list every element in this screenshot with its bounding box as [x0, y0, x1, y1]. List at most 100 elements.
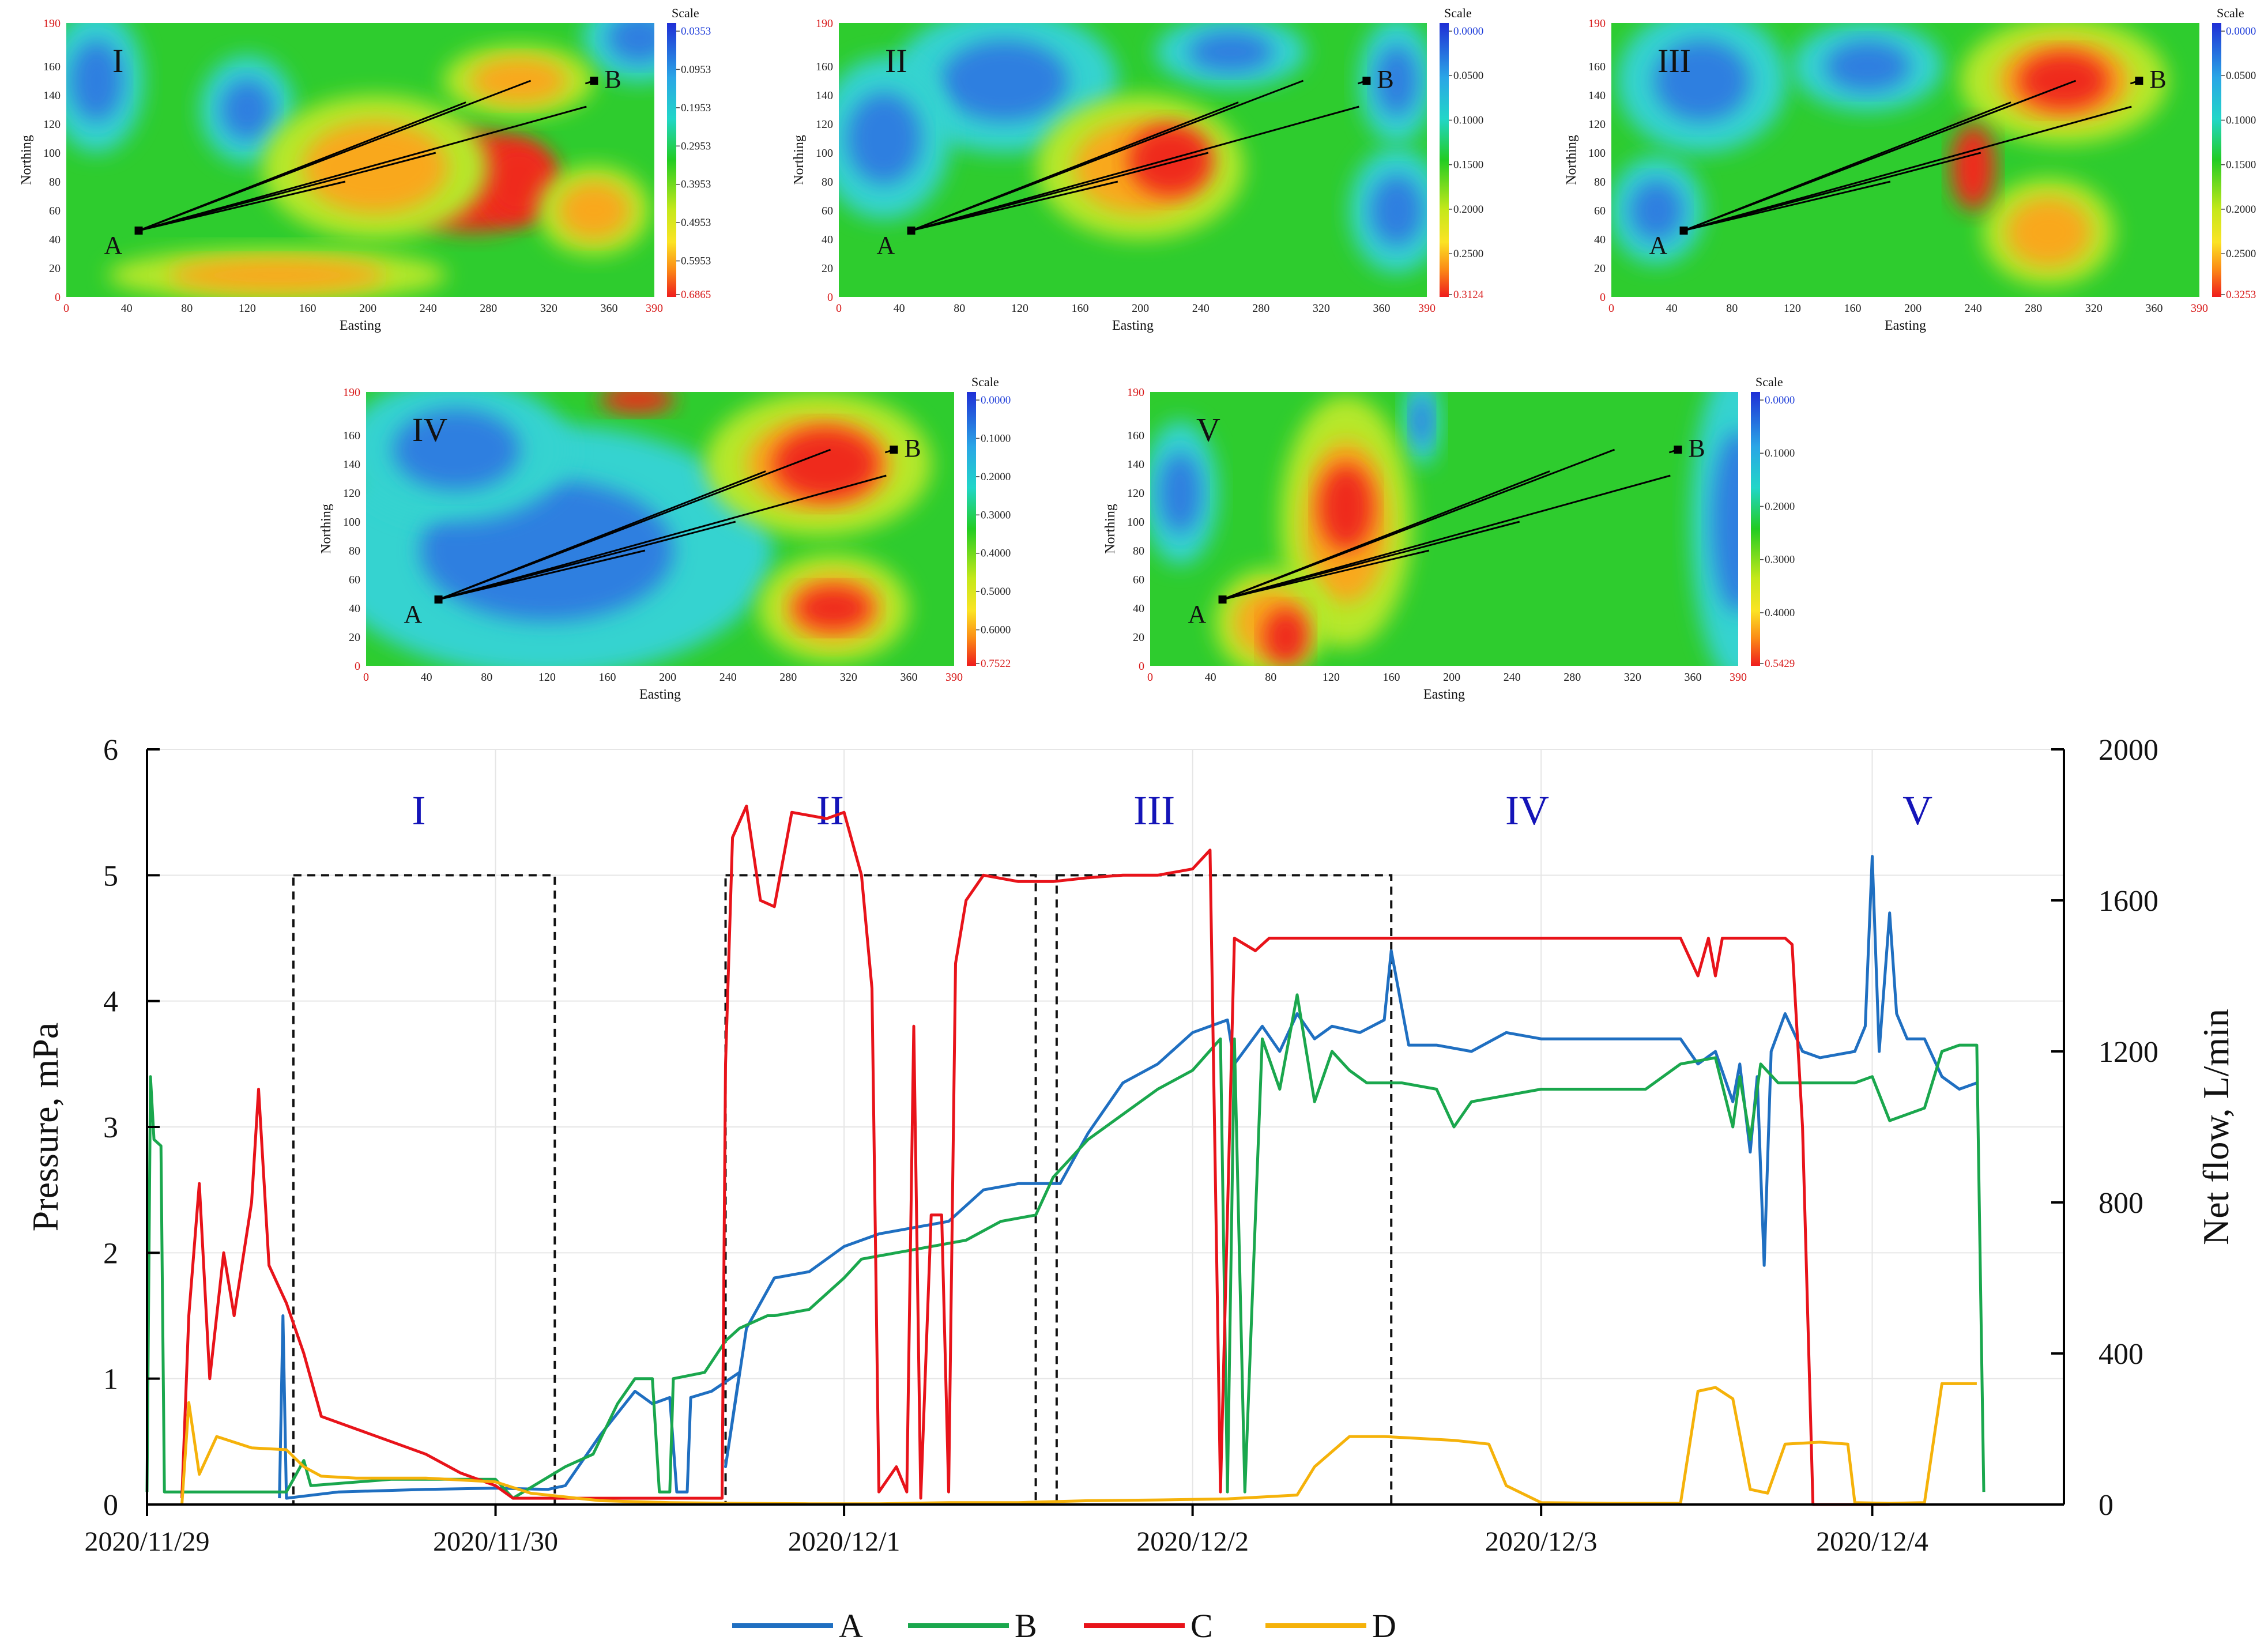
peak-zone	[796, 586, 872, 630]
color-scale-tick: 0.0000	[981, 394, 1011, 406]
color-scale-tick: 0.5429	[1765, 658, 1795, 670]
right-tick-label: 0	[2099, 1489, 2113, 1522]
color-scale-tick: 0.4000	[1765, 607, 1795, 619]
color-scale-bar	[2212, 23, 2221, 297]
right-tick-label: 1200	[2099, 1036, 2158, 1069]
map-x-tick: 120	[538, 671, 556, 684]
color-scale-tick: 0.6000	[981, 624, 1011, 636]
cold-zone	[1376, 45, 1418, 116]
map-y-tick: 140	[343, 458, 360, 471]
color-scale-tick: 0.3000	[1765, 554, 1795, 566]
map-x-tick: 390	[646, 302, 663, 315]
well-b-marker	[890, 446, 898, 454]
right-tick-label: 800	[2099, 1187, 2143, 1220]
map-y-tick: 190	[343, 386, 360, 399]
cold-zone	[70, 40, 123, 121]
map-x-tick: 240	[420, 302, 437, 315]
stage-label-II: II	[816, 787, 844, 834]
cold-zone	[1370, 175, 1423, 246]
map-x-tick: 80	[181, 302, 193, 315]
map-y-tick: 120	[1588, 118, 1606, 131]
label-b: B	[604, 65, 621, 93]
color-scale-tick: 0.2953	[681, 140, 711, 152]
hot-zone	[2006, 197, 2091, 267]
map-x-tick: 0	[1147, 671, 1153, 684]
map-x-tick: 80	[481, 671, 492, 684]
well-b-marker	[2135, 77, 2143, 85]
map-x-tick: 280	[1564, 671, 1581, 684]
map-y-tick: 120	[43, 118, 61, 131]
map-y-tick: 0	[1139, 660, 1144, 673]
map-x-tick: 120	[1323, 671, 1340, 684]
map-x-tick: 120	[239, 302, 256, 315]
map-y-tick: 60	[1594, 205, 1606, 217]
map-x-tick: 280	[779, 671, 797, 684]
map-y-tick: 80	[349, 545, 360, 557]
color-scale-tick: 0.1500	[1453, 159, 1483, 171]
series-line-B	[145, 993, 1986, 1500]
map-y-tick: 160	[343, 429, 360, 442]
color-scale-tick: 0.0500	[2226, 70, 2256, 82]
map-y-label: Northing	[1103, 504, 1118, 554]
map-y-tick: 120	[343, 487, 360, 500]
fracture-line	[1222, 521, 1520, 601]
label-a: A	[1188, 600, 1207, 628]
color-scale-tick: 0.5000	[981, 586, 1011, 598]
fracture-line	[911, 180, 1118, 232]
fracture-line	[1222, 470, 1550, 601]
map-y-tick: 100	[1588, 147, 1606, 160]
map-x-tick: 320	[1313, 302, 1330, 315]
map-x-tick: 160	[598, 671, 616, 684]
peak-zone	[1318, 464, 1374, 550]
fracture-line	[438, 549, 646, 601]
stage-box-III	[1055, 874, 1393, 1506]
map-y-tick: 190	[816, 17, 833, 30]
map-x-tick: 0	[363, 671, 369, 684]
label-b: B	[904, 434, 921, 462]
color-scale-tick: 0.0000	[1765, 394, 1795, 406]
map-y-tick: 140	[1127, 458, 1144, 471]
fracture-line	[1222, 474, 1671, 601]
right-tick-label: 2000	[2099, 734, 2158, 767]
panel-roman-label: III	[1657, 42, 1691, 80]
series-line-C	[180, 804, 1890, 1506]
map-x-tick: 0	[1608, 302, 1614, 315]
map-y-tick: 60	[49, 205, 61, 217]
right-tick-label: 400	[2099, 1338, 2143, 1371]
well-b-marker	[1674, 446, 1682, 454]
map-x-tick: 280	[1252, 302, 1269, 315]
map-x-tick: 390	[1418, 302, 1436, 315]
map-x-tick: 280	[480, 302, 497, 315]
map-panel-V: 0 40 80 120 160 200 240 280 320 360 390 0 20 40 60 80 10…	[1103, 375, 1795, 702]
color-scale-tick: 0.7522	[981, 658, 1011, 670]
map-y-tick: 160	[1588, 61, 1606, 73]
fracture-line	[911, 152, 1209, 232]
well-a-marker	[1218, 595, 1227, 604]
color-scale-tick: 0.2500	[1453, 248, 1483, 260]
x-tick-label: 2020/12/4	[1816, 1526, 1928, 1557]
map-y-tick: 160	[43, 61, 61, 73]
x-tick-label: 2020/12/1	[788, 1526, 901, 1557]
color-scale-title: Scale	[2217, 6, 2244, 20]
map-y-tick: 60	[1133, 574, 1144, 586]
x-tick-label: 2020/12/2	[1136, 1526, 1249, 1557]
peak-zone	[1263, 608, 1309, 666]
map-heat-field	[1150, 392, 1738, 666]
cold-zone	[607, 23, 654, 63]
map-panel-I: 0 40 80 120 160 200 240 280 320 360 390 0 20 40 60 80 10…	[19, 6, 711, 333]
map-y-tick: 40	[349, 602, 360, 615]
well-a-marker	[907, 227, 916, 235]
well-b-marker	[590, 77, 598, 85]
label-a: A	[877, 231, 895, 259]
map-x-tick: 120	[1784, 302, 1801, 315]
map-panels: 0 40 80 120 160 200 240 280 320 360 39002040608010…	[19, 6, 2256, 702]
map-x-label: Easting	[1423, 687, 1465, 702]
color-scale-title: Scale	[971, 375, 999, 389]
color-scale-tick: 0.2500	[2226, 248, 2256, 260]
color-scale-tick: 0.4953	[681, 217, 711, 229]
map-x-tick: 200	[1132, 302, 1149, 315]
fracture-line	[438, 470, 766, 601]
peak-zone	[773, 428, 879, 500]
color-scale-bar	[667, 23, 676, 297]
